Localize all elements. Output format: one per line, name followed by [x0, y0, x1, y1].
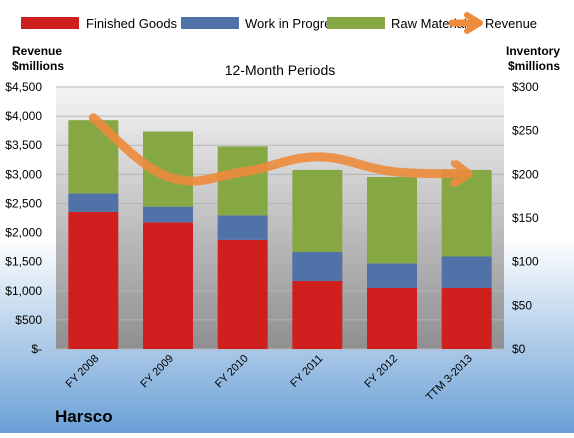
bar-finished-goods — [442, 288, 492, 349]
plot-area — [56, 87, 504, 349]
right-axis-title-line1: Inventory — [506, 44, 560, 58]
bar-finished-goods — [218, 240, 268, 349]
left-axis-tick-label: $1,000 — [5, 284, 42, 298]
left-axis-tick-label: $4,000 — [5, 109, 42, 123]
right-axis-tick-label: $100 — [512, 255, 539, 269]
bar-work-in-progress — [68, 194, 118, 212]
bar-work-in-progress — [292, 252, 342, 281]
left-axis-tick-label: $1,500 — [5, 255, 42, 269]
left-axis-title-line1: Revenue — [12, 44, 62, 58]
chart-title: 12-Month Periods — [225, 62, 336, 78]
legend-label-revenue: Revenue — [485, 16, 537, 31]
bar-finished-goods — [143, 222, 193, 349]
legend-swatch-finished-goods — [21, 17, 79, 29]
bar-raw-materials — [218, 146, 268, 215]
bar-finished-goods — [68, 212, 118, 349]
left-axis-tick-label: $2,000 — [5, 226, 42, 240]
bar-finished-goods — [367, 288, 417, 349]
bar-finished-goods — [292, 281, 342, 349]
legend-swatch-raw-materials — [327, 17, 385, 29]
legend-swatch-work-in-progress — [181, 17, 239, 29]
bar-raw-materials — [292, 170, 342, 252]
right-axis-tick-label: $200 — [512, 167, 539, 181]
left-axis-tick-label: $3,000 — [5, 167, 42, 181]
legend-label-finished-goods: Finished Goods — [86, 16, 178, 31]
bar-work-in-progress — [442, 256, 492, 287]
left-axis-tick-label: $4,500 — [5, 80, 42, 94]
company-name: Harsco — [55, 407, 113, 426]
right-axis-tick-label: $300 — [512, 80, 539, 94]
bar-raw-materials — [367, 177, 417, 263]
left-axis-tick-label: $3,500 — [5, 138, 42, 152]
left-axis-title-line2: $millions — [12, 59, 64, 73]
bar-work-in-progress — [143, 207, 193, 223]
bar-work-in-progress — [218, 215, 268, 239]
right-axis-tick-label: $0 — [512, 342, 526, 356]
right-axis-title-line2: $millions — [508, 59, 560, 73]
left-axis-tick-label: $500 — [15, 313, 42, 327]
bar-raw-materials — [442, 170, 492, 256]
right-axis-tick-label: $250 — [512, 124, 539, 138]
legend: Finished Goods Work in Progress Raw Mate… — [21, 15, 537, 31]
right-axis-tick-label: $50 — [512, 298, 532, 312]
left-axis-tick-label: $- — [31, 342, 42, 356]
left-axis-tick-label: $2,500 — [5, 196, 42, 210]
bar-work-in-progress — [367, 263, 417, 287]
right-axis-tick-label: $150 — [512, 211, 539, 225]
